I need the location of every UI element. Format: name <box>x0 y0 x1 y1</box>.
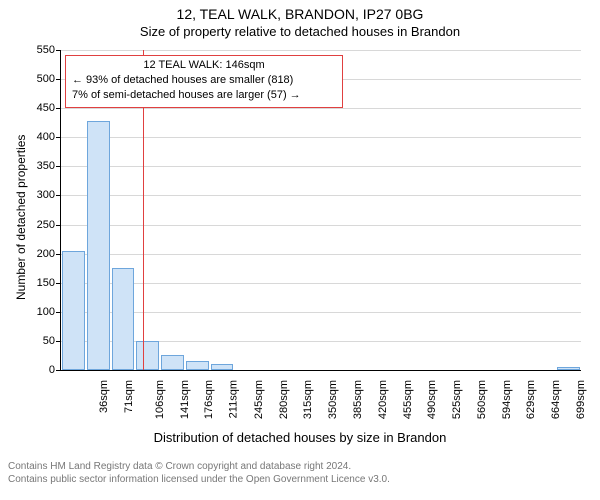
xtick-label: 141sqm <box>179 380 191 419</box>
gridline <box>61 108 581 109</box>
gridline <box>61 166 581 167</box>
xtick-label: 594sqm <box>501 380 513 419</box>
xtick-label: 490sqm <box>426 380 438 419</box>
ytick-label: 500 <box>37 73 61 85</box>
reference-annotation: 12 TEAL WALK: 146sqm← 93% of detached ho… <box>65 55 343 108</box>
xtick-label: 36sqm <box>98 380 110 413</box>
bar <box>136 341 159 370</box>
y-axis-label: Number of detached properties <box>14 135 28 300</box>
xtick-label: 71sqm <box>123 380 135 413</box>
annotation-line: 12 TEAL WALK: 146sqm <box>72 58 336 73</box>
bar <box>87 121 110 370</box>
bar <box>62 251 85 370</box>
gridline <box>61 254 581 255</box>
ytick-label: 50 <box>43 335 61 347</box>
xtick-label: 245sqm <box>253 380 265 419</box>
xtick-label: 280sqm <box>278 380 290 419</box>
ytick-label: 250 <box>37 219 61 231</box>
gridline <box>61 50 581 51</box>
ytick-label: 0 <box>49 364 61 376</box>
xtick-label: 385sqm <box>352 380 364 419</box>
ytick-label: 100 <box>37 306 61 318</box>
xtick-label: 420sqm <box>377 380 389 419</box>
ytick-label: 350 <box>37 160 61 172</box>
annotation-line: 7% of semi-detached houses are larger (5… <box>72 88 336 103</box>
bar <box>557 367 580 370</box>
xtick-label: 211sqm <box>228 380 240 418</box>
footnote-line2: Contains public sector information licen… <box>8 474 390 485</box>
xtick-label: 664sqm <box>550 380 562 419</box>
xtick-label: 455sqm <box>402 380 414 419</box>
xtick-label: 350sqm <box>327 380 339 419</box>
xtick-label: 560sqm <box>476 380 488 419</box>
chart-title-sub: Size of property relative to detached ho… <box>0 24 600 39</box>
xtick-label: 106sqm <box>154 380 166 419</box>
xtick-label: 629sqm <box>525 380 537 419</box>
chart-container: { "header": { "title_main": "12, TEAL WA… <box>0 0 600 500</box>
footnote: Contains HM Land Registry data © Crown c… <box>8 460 390 486</box>
x-axis-label: Distribution of detached houses by size … <box>0 430 600 445</box>
gridline <box>61 137 581 138</box>
ytick-label: 450 <box>37 102 61 114</box>
xtick-label: 699sqm <box>575 380 587 419</box>
ytick-label: 200 <box>37 248 61 260</box>
xtick-label: 176sqm <box>204 380 216 419</box>
ytick-label: 150 <box>37 277 61 289</box>
chart-title-main: 12, TEAL WALK, BRANDON, IP27 0BG <box>0 6 600 22</box>
ytick-label: 400 <box>37 131 61 143</box>
bar <box>211 364 234 370</box>
ytick-label: 550 <box>37 44 61 56</box>
bar <box>112 268 135 370</box>
gridline <box>61 225 581 226</box>
bar <box>186 361 209 370</box>
gridline <box>61 312 581 313</box>
bar <box>161 355 184 370</box>
gridline <box>61 195 581 196</box>
xtick-label: 525sqm <box>451 380 463 419</box>
footnote-line1: Contains HM Land Registry data © Crown c… <box>8 461 351 472</box>
xtick-label: 315sqm <box>303 380 315 419</box>
annotation-line: ← 93% of detached houses are smaller (81… <box>72 73 336 88</box>
ytick-label: 300 <box>37 189 61 201</box>
gridline <box>61 283 581 284</box>
